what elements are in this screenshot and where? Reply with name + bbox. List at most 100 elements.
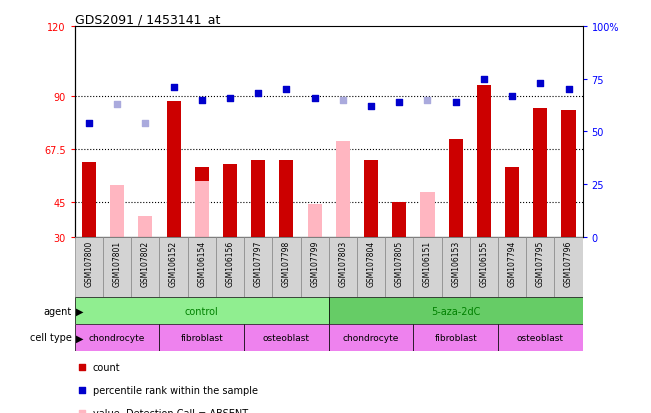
Bar bbox=[392, 202, 406, 237]
Bar bbox=[110, 186, 124, 237]
Bar bbox=[103, 237, 132, 297]
Text: GSM106153: GSM106153 bbox=[451, 240, 460, 287]
Bar bbox=[75, 237, 103, 297]
Text: percentile rank within the sample: percentile rank within the sample bbox=[92, 385, 258, 395]
Point bbox=[77, 410, 88, 413]
Point bbox=[140, 121, 150, 127]
Bar bbox=[441, 237, 470, 297]
Bar bbox=[75, 297, 329, 324]
Text: GDS2091 / 1453141_at: GDS2091 / 1453141_at bbox=[75, 13, 220, 26]
Bar bbox=[555, 237, 583, 297]
Point bbox=[77, 364, 88, 371]
Text: GSM107803: GSM107803 bbox=[339, 240, 348, 287]
Point bbox=[77, 387, 88, 394]
Bar bbox=[223, 165, 237, 237]
Text: chondrocyte: chondrocyte bbox=[89, 333, 145, 342]
Point bbox=[309, 95, 320, 102]
Bar bbox=[498, 324, 583, 351]
Text: GSM107795: GSM107795 bbox=[536, 240, 545, 287]
Text: chondrocyte: chondrocyte bbox=[343, 333, 399, 342]
Bar bbox=[159, 324, 244, 351]
Point bbox=[338, 97, 348, 104]
Text: GSM107802: GSM107802 bbox=[141, 240, 150, 287]
Text: GSM107805: GSM107805 bbox=[395, 240, 404, 287]
Bar bbox=[159, 237, 187, 297]
Bar bbox=[413, 324, 498, 351]
Point bbox=[507, 93, 518, 100]
Bar bbox=[195, 181, 209, 237]
Bar bbox=[301, 237, 329, 297]
Text: GSM106156: GSM106156 bbox=[225, 240, 234, 287]
Point bbox=[535, 81, 546, 87]
Bar bbox=[82, 163, 96, 237]
Point bbox=[422, 97, 433, 104]
Bar bbox=[413, 237, 441, 297]
Bar bbox=[533, 109, 547, 237]
Text: count: count bbox=[92, 363, 120, 373]
Text: agent: agent bbox=[44, 306, 72, 316]
Point bbox=[563, 87, 574, 93]
Point bbox=[281, 87, 292, 93]
Text: control: control bbox=[185, 306, 219, 316]
Bar bbox=[498, 237, 526, 297]
Bar bbox=[187, 237, 216, 297]
Bar bbox=[139, 216, 152, 237]
Point bbox=[366, 104, 376, 110]
Point bbox=[394, 100, 404, 106]
Bar bbox=[329, 324, 413, 351]
Bar bbox=[307, 205, 322, 237]
Bar bbox=[167, 102, 181, 237]
Text: GSM107794: GSM107794 bbox=[508, 240, 517, 287]
Bar bbox=[561, 111, 575, 237]
Text: cell type: cell type bbox=[30, 332, 72, 343]
Bar bbox=[216, 237, 244, 297]
Bar bbox=[505, 167, 519, 237]
Bar bbox=[477, 85, 491, 237]
Text: 5-aza-2dC: 5-aza-2dC bbox=[431, 306, 480, 316]
Bar bbox=[364, 160, 378, 237]
Bar bbox=[357, 237, 385, 297]
Text: ▶: ▶ bbox=[76, 332, 84, 343]
Text: GSM106155: GSM106155 bbox=[479, 240, 488, 287]
Bar bbox=[75, 324, 159, 351]
Text: GSM107800: GSM107800 bbox=[85, 240, 94, 287]
Bar bbox=[195, 167, 209, 237]
Point bbox=[478, 76, 489, 83]
Bar bbox=[385, 237, 413, 297]
Point bbox=[169, 85, 179, 91]
Bar bbox=[329, 237, 357, 297]
Text: value, Detection Call = ABSENT: value, Detection Call = ABSENT bbox=[92, 408, 248, 413]
Bar bbox=[132, 237, 159, 297]
Bar bbox=[449, 139, 463, 237]
Bar bbox=[272, 237, 301, 297]
Bar bbox=[470, 237, 498, 297]
Text: osteoblast: osteoblast bbox=[263, 333, 310, 342]
Text: GSM106151: GSM106151 bbox=[423, 240, 432, 287]
Text: GSM107799: GSM107799 bbox=[310, 240, 319, 287]
Bar bbox=[336, 142, 350, 237]
Point bbox=[225, 95, 235, 102]
Text: GSM107798: GSM107798 bbox=[282, 240, 291, 287]
Text: fibroblast: fibroblast bbox=[180, 333, 223, 342]
Text: GSM107801: GSM107801 bbox=[113, 240, 122, 287]
Text: GSM107804: GSM107804 bbox=[367, 240, 376, 287]
Bar bbox=[526, 237, 555, 297]
Text: osteoblast: osteoblast bbox=[517, 333, 564, 342]
Text: GSM106154: GSM106154 bbox=[197, 240, 206, 287]
Point bbox=[112, 102, 122, 108]
Bar bbox=[244, 237, 272, 297]
Point bbox=[450, 100, 461, 106]
Bar bbox=[421, 193, 435, 237]
Text: GSM107797: GSM107797 bbox=[254, 240, 263, 287]
Point bbox=[197, 97, 207, 104]
Bar bbox=[244, 324, 329, 351]
Point bbox=[84, 121, 94, 127]
Text: fibroblast: fibroblast bbox=[434, 333, 477, 342]
Point bbox=[253, 91, 264, 97]
Bar bbox=[329, 297, 583, 324]
Text: ▶: ▶ bbox=[76, 306, 84, 316]
Text: GSM106152: GSM106152 bbox=[169, 240, 178, 287]
Text: GSM107796: GSM107796 bbox=[564, 240, 573, 287]
Bar bbox=[251, 160, 266, 237]
Bar bbox=[279, 160, 294, 237]
